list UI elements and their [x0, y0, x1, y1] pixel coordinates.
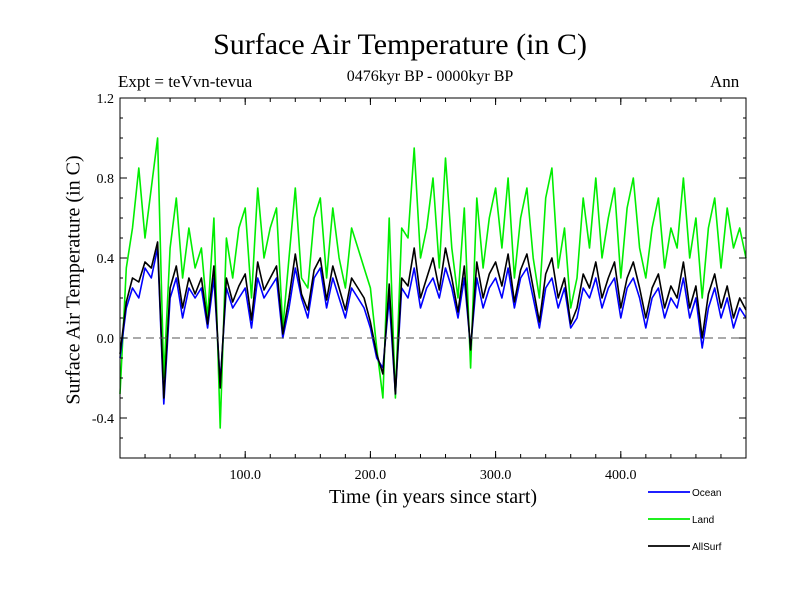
y-tick-label: 0.0	[97, 332, 115, 347]
series-layer	[119, 137, 747, 429]
legend: Ocean Land AllSurf	[648, 488, 722, 553]
y-tick-label: 1.2	[97, 92, 115, 107]
y-tick-label: 0.4	[97, 252, 115, 267]
series-line-allsurf	[119, 241, 747, 399]
y-tick-label: -0.4	[92, 412, 114, 427]
x-tick-label: 300.0	[480, 468, 512, 483]
legend-label-ocean: Ocean	[692, 488, 721, 499]
chart-title: Surface Air Temperature (in C)	[213, 28, 587, 61]
period-label: 0476kyr BP - 0000kyr BP	[346, 68, 514, 85]
season-label: Ann	[710, 72, 740, 91]
x-tick-label: 400.0	[605, 468, 637, 483]
x-axis-title: Time (in years since start)	[328, 486, 538, 508]
x-tick-label: 200.0	[355, 468, 387, 483]
x-tick-label: 100.0	[229, 468, 261, 483]
legend-label-land: Land	[692, 515, 714, 526]
y-tick-label: 0.8	[97, 172, 115, 187]
legend-label-allsurf: AllSurf	[692, 542, 722, 553]
axes: -0.4 0.0 0.4 0.8 1.2 100.0 200.0 300.0 400.0	[92, 92, 746, 483]
experiment-label: Expt = teVvn-tevua	[118, 72, 253, 91]
